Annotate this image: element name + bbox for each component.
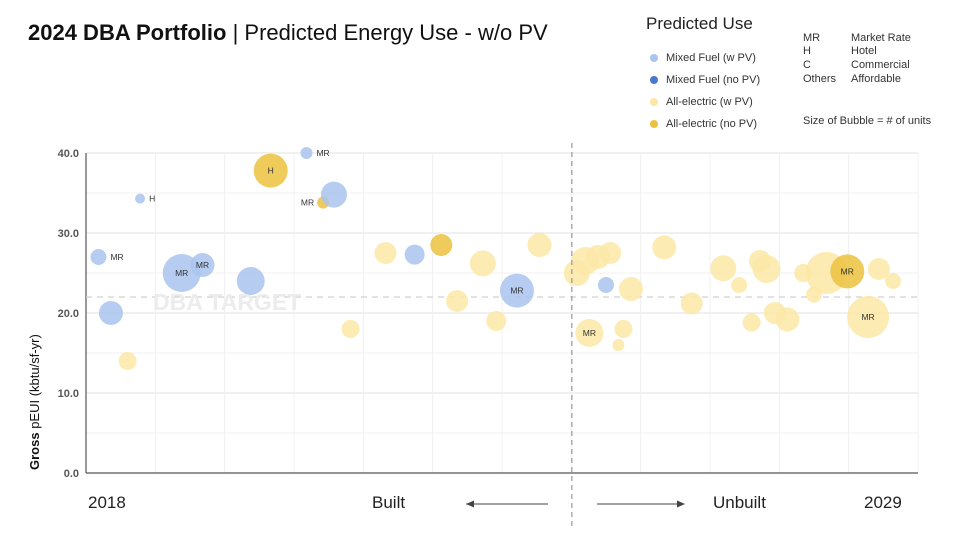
footer-end-year: 2029 — [864, 493, 902, 512]
bubble-label: MR — [301, 198, 314, 208]
abbr-meaning: Hotel — [851, 45, 877, 57]
abbr-code: Others — [803, 73, 837, 85]
bubble-elec_pv — [710, 255, 737, 282]
bubble-label: MR — [861, 312, 874, 322]
legend-swatch — [650, 54, 658, 63]
bubble-elec_pv — [731, 277, 748, 293]
bubble-label: MR — [510, 286, 523, 296]
bubble-elec_pv — [618, 277, 643, 301]
bubble-label: MR — [110, 252, 123, 262]
target-label: DBA TARGET — [153, 289, 301, 315]
bubble-elec_pv — [341, 320, 360, 338]
bubble-elec_nopv — [830, 254, 865, 289]
bubble-elec_pv — [652, 235, 677, 260]
legend-swatch — [650, 98, 658, 107]
bubble-label: MR — [196, 260, 209, 270]
title-bold: 2024 DBA Portfolio — [28, 20, 227, 45]
bubble-elec_pv — [680, 292, 703, 315]
bubble-elec_pv — [469, 250, 496, 277]
bubble-mixed_pv — [236, 267, 265, 295]
bubble-elec_pv — [885, 273, 902, 289]
legend-label: All-electric (no PV) — [666, 118, 758, 130]
bubble-mixed_pv — [90, 249, 107, 265]
bubble-elec_pv — [752, 255, 781, 283]
footer-built-label: Built — [372, 493, 406, 512]
legend-item-mixed-nopv: Mixed Fuel (no PV) — [650, 74, 760, 86]
bubble-elec_nopv — [430, 234, 453, 256]
bubble-label: H — [268, 166, 274, 176]
y-tick-label: 10.0 — [58, 388, 79, 400]
footer-start-year: 2018 — [88, 493, 126, 512]
bubble-elec_pv — [742, 313, 761, 332]
bubble-label: MR — [841, 266, 854, 276]
arrow-unbuilt-head — [677, 500, 685, 508]
legend-title: Predicted Use — [646, 14, 753, 33]
bubble-size-note: Size of Bubble = # of units — [803, 115, 932, 127]
bubble-mixed_pv — [300, 147, 313, 159]
legend-label: All-electric (w PV) — [666, 96, 753, 108]
bubble-label: MR — [175, 268, 188, 278]
bubble-elec_pv — [599, 242, 622, 264]
title-rest: Predicted Energy Use - w/o PV — [244, 20, 548, 45]
abbr-meaning: Affordable — [851, 73, 901, 85]
bubble-elec_pv — [118, 352, 137, 370]
y-tick-label: 20.0 — [58, 308, 79, 320]
bubble-mixed_pv — [190, 253, 215, 277]
abbr-meaning: Market Rate — [851, 32, 911, 44]
title-separator: | — [232, 20, 239, 45]
abbr-code: C — [803, 59, 811, 71]
abbr-meaning: Commercial — [851, 59, 910, 71]
bubble-label: MR — [583, 328, 596, 338]
legend-label: Mixed Fuel (w PV) — [666, 52, 756, 64]
bubble-elec_pv — [612, 339, 625, 351]
bubble-mixed_pv — [135, 193, 146, 204]
page-title: 2024 DBA Portfolio | Predicted Energy Us… — [28, 20, 548, 46]
abbr-code: MR — [803, 32, 821, 44]
bubble-elec_pv — [847, 296, 890, 338]
footer-unbuilt-label: Unbuilt — [713, 493, 766, 512]
legend-swatch — [650, 120, 658, 129]
y-tick-label: 40.0 — [58, 148, 79, 160]
legend-item-mixed-pv: Mixed Fuel (w PV) — [650, 52, 756, 64]
y-tick-label: 0.0 — [64, 468, 79, 480]
bubble-label: MR — [316, 148, 329, 158]
legend-label: Mixed Fuel (no PV) — [666, 74, 761, 86]
arrow-built-head — [466, 500, 474, 508]
bubble-mixed_pv — [598, 277, 614, 293]
bubble-elec_pv — [374, 242, 397, 264]
bubble-mixed_pv — [320, 181, 347, 208]
bubble-elec_pv — [527, 233, 552, 257]
bubble-elec_pv — [486, 311, 507, 331]
y-tick-label: 30.0 — [58, 228, 79, 240]
legend-item-elec-pv: All-electric (w PV) — [650, 96, 753, 108]
abbr-code: H — [803, 45, 811, 57]
bubble-elec_pv — [867, 258, 890, 280]
bubble-mixed_pv — [404, 244, 425, 265]
legend-swatch — [650, 76, 658, 85]
bubble-elec_pv — [575, 319, 604, 347]
bubble-elec_pv — [446, 290, 469, 312]
bubble-elec_pv — [614, 320, 633, 338]
bubble-mixed_pv — [98, 301, 123, 325]
bubble-label: H — [149, 194, 155, 204]
bubble-mixed_pv — [499, 273, 534, 308]
bubble-elec_pv — [775, 307, 800, 332]
legend-item-elec-nopv: All-electric (no PV) — [650, 118, 757, 130]
bubble-elec_nopv — [253, 153, 288, 188]
